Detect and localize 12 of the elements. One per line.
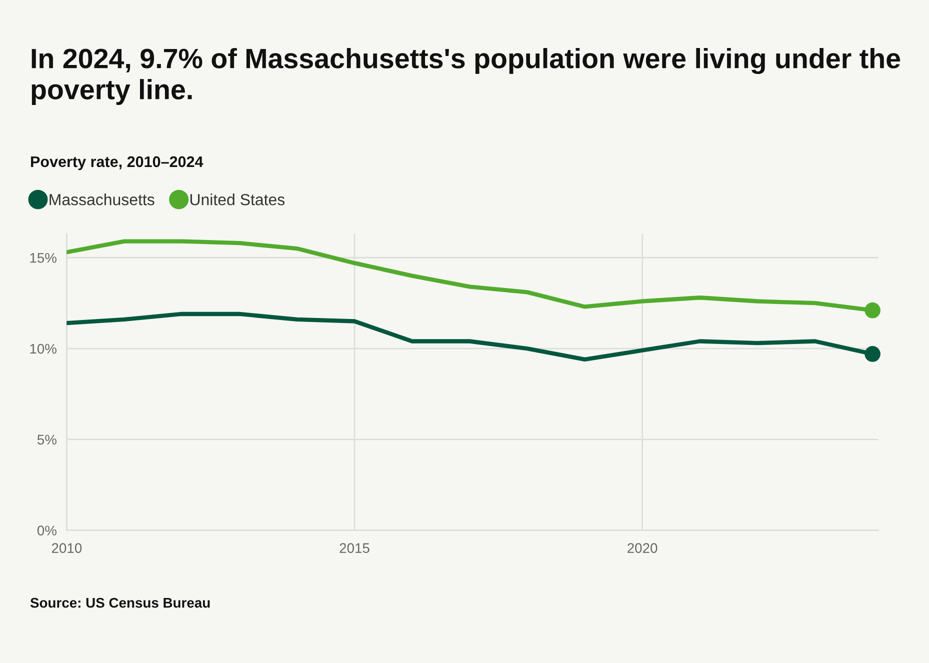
chart-subtitle: Poverty rate, 2010–2024 (31, 156, 204, 170)
source-note: Source: US Census Bureau (30, 598, 210, 608)
y-tick-label: 0% (37, 526, 56, 536)
x-tick-label: 2015 (340, 543, 370, 553)
y-tick-label: 10% (30, 344, 56, 354)
legend-label: United States (190, 194, 285, 206)
legend-label: Massachusetts (50, 194, 154, 206)
y-tick-label: 5% (37, 434, 56, 445)
chart-title: In 2024, 9.7% of Massachusetts's population were living under the poverty line. (32, 48, 900, 105)
y-tick-label: 15% (30, 253, 56, 263)
x-tick-label: 2010 (52, 543, 82, 553)
x-tick-label: 2020 (628, 543, 658, 553)
